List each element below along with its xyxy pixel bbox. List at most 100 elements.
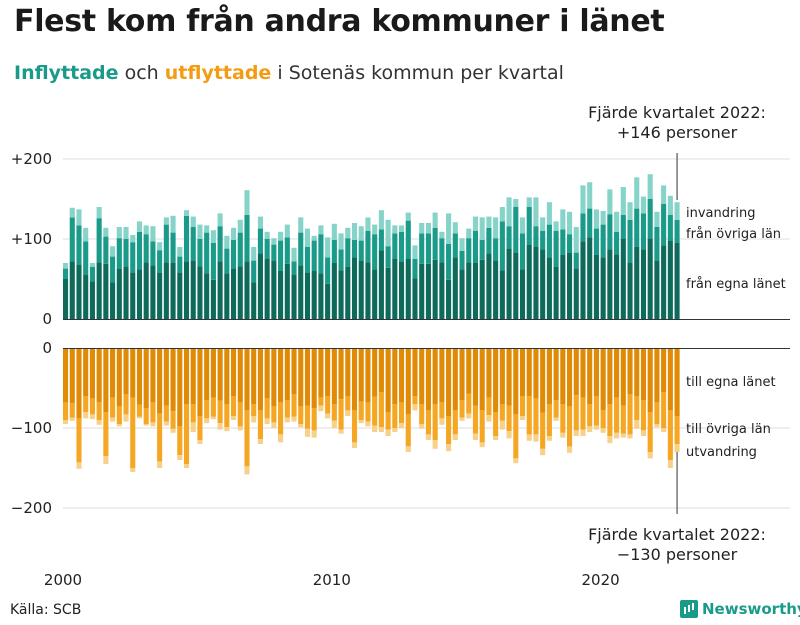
- bar-in-other-counties: [614, 231, 620, 255]
- bar-in-other-counties: [587, 208, 593, 238]
- bar-in-other-counties: [123, 239, 129, 267]
- bar-out-other-counties: [439, 402, 445, 419]
- bar-out-other-counties: [459, 400, 465, 418]
- bar-in-immigration: [311, 235, 317, 241]
- bar-in-immigration: [593, 209, 599, 229]
- bar-in-immigration: [620, 187, 626, 215]
- bar-in-other-counties: [573, 252, 579, 269]
- bar-out-own-county: [183, 348, 190, 404]
- bar-out-emigration: [627, 434, 633, 439]
- bar-out-emigration: [123, 414, 129, 422]
- bar-in-own-county: [69, 261, 75, 319]
- bar-in-own-county: [351, 257, 358, 319]
- labels-group: Fjärde kvartalet 2022: +146 personer Fjä…: [588, 103, 786, 564]
- bar-out-own-county: [533, 348, 539, 399]
- bar-in-own-county: [311, 271, 317, 319]
- bar-out-other-counties: [76, 418, 82, 463]
- bar-out-other-counties: [627, 394, 633, 435]
- bar-in-other-counties: [634, 208, 640, 247]
- bar-in-immigration: [560, 209, 566, 230]
- bar-in-immigration: [89, 263, 95, 267]
- bar-in-own-county: [412, 278, 418, 319]
- bar-in-immigration: [224, 235, 230, 249]
- bar-out-emigration: [157, 461, 163, 468]
- bar-out-emigration: [264, 418, 270, 424]
- bar-in-immigration: [96, 207, 102, 219]
- bar-in-other-counties: [479, 239, 485, 260]
- bar-out-own-county: [526, 348, 532, 396]
- bar-out-other-counties: [318, 397, 324, 406]
- bar-in-own-county: [419, 263, 425, 319]
- bar-in-immigration: [640, 196, 647, 214]
- bar-out-own-county: [580, 348, 586, 398]
- bar-in-own-county: [116, 268, 122, 319]
- bar-out-emigration: [345, 410, 351, 416]
- bar-out-other-counties: [479, 410, 485, 443]
- bar-out-own-county: [143, 348, 149, 408]
- label-fran-ovriga-lan: från övriga län: [686, 227, 781, 242]
- bar-in-immigration: [210, 230, 216, 243]
- bar-in-other-counties: [163, 224, 169, 263]
- bar-in-own-county: [96, 262, 102, 319]
- bar-in-other-counties: [183, 215, 190, 262]
- bar-in-own-county: [506, 248, 512, 319]
- bar-out-emigration: [553, 417, 559, 421]
- y-tick-label: 0: [42, 310, 52, 328]
- bar-out-other-counties: [399, 402, 405, 424]
- bar-in-own-county: [278, 271, 284, 319]
- bar-in-other-counties: [378, 229, 384, 251]
- bar-out-other-counties: [83, 396, 89, 412]
- bar-in-immigration: [674, 202, 680, 220]
- bar-in-other-counties: [627, 219, 633, 263]
- bar-out-own-county: [654, 348, 660, 403]
- bar-in-immigration: [647, 174, 653, 199]
- bar-in-own-county: [358, 260, 364, 319]
- bar-out-own-county: [372, 348, 378, 397]
- bar-out-own-county: [439, 348, 445, 403]
- bar-out-other-counties: [69, 403, 75, 418]
- bar-out-own-county: [89, 348, 95, 399]
- bar-out-other-counties: [546, 404, 552, 436]
- bar-in-own-county: [170, 263, 176, 319]
- bar-in-immigration: [526, 197, 532, 207]
- bar-in-immigration: [163, 217, 169, 225]
- bar-in-own-county: [446, 279, 452, 319]
- bar-in-own-county: [150, 265, 156, 319]
- bar-out-own-county: [358, 348, 364, 402]
- bar-in-immigration: [546, 202, 552, 225]
- bar-in-own-county: [573, 268, 579, 319]
- chart-title: Flest kom från andra kommuner i länet: [14, 4, 665, 39]
- bar-out-emigration: [647, 452, 653, 459]
- bar-out-own-county: [116, 348, 122, 407]
- bar-out-emigration: [284, 417, 290, 423]
- bar-out-other-counties: [412, 396, 418, 404]
- bar-out-own-county: [291, 348, 297, 395]
- bar-out-other-counties: [257, 410, 263, 440]
- bar-in-immigration: [654, 211, 660, 227]
- bar-out-emigration: [331, 420, 337, 428]
- bar-out-emigration: [654, 424, 660, 428]
- bar-out-own-county: [136, 348, 143, 405]
- bar-in-immigration: [519, 217, 526, 234]
- bar-out-emigration: [318, 405, 324, 412]
- bar-in-immigration: [251, 247, 257, 261]
- chart-subtitle: Inflyttade och utflyttade i Sotenäs komm…: [14, 62, 564, 84]
- bar-out-own-county: [573, 348, 579, 396]
- bar-out-other-counties: [204, 400, 210, 419]
- bar-out-other-counties: [466, 393, 472, 414]
- bar-out-emigration: [271, 422, 277, 428]
- bar-out-other-counties: [89, 398, 95, 415]
- bar-in-own-county: [231, 268, 237, 319]
- bar-in-other-counties: [425, 233, 431, 264]
- bar-out-other-counties: [311, 408, 317, 431]
- bar-in-other-counties: [76, 225, 82, 265]
- bar-out-emigration: [130, 468, 136, 472]
- bar-out-own-county: [304, 348, 311, 406]
- bar-in-immigration: [325, 237, 331, 258]
- bar-in-other-counties: [405, 220, 411, 259]
- bar-in-other-counties: [392, 233, 398, 259]
- bar-in-immigration: [318, 225, 324, 235]
- bar-in-other-counties: [170, 232, 176, 263]
- bar-in-own-county: [197, 266, 203, 319]
- bar-out-emigration: [419, 424, 425, 429]
